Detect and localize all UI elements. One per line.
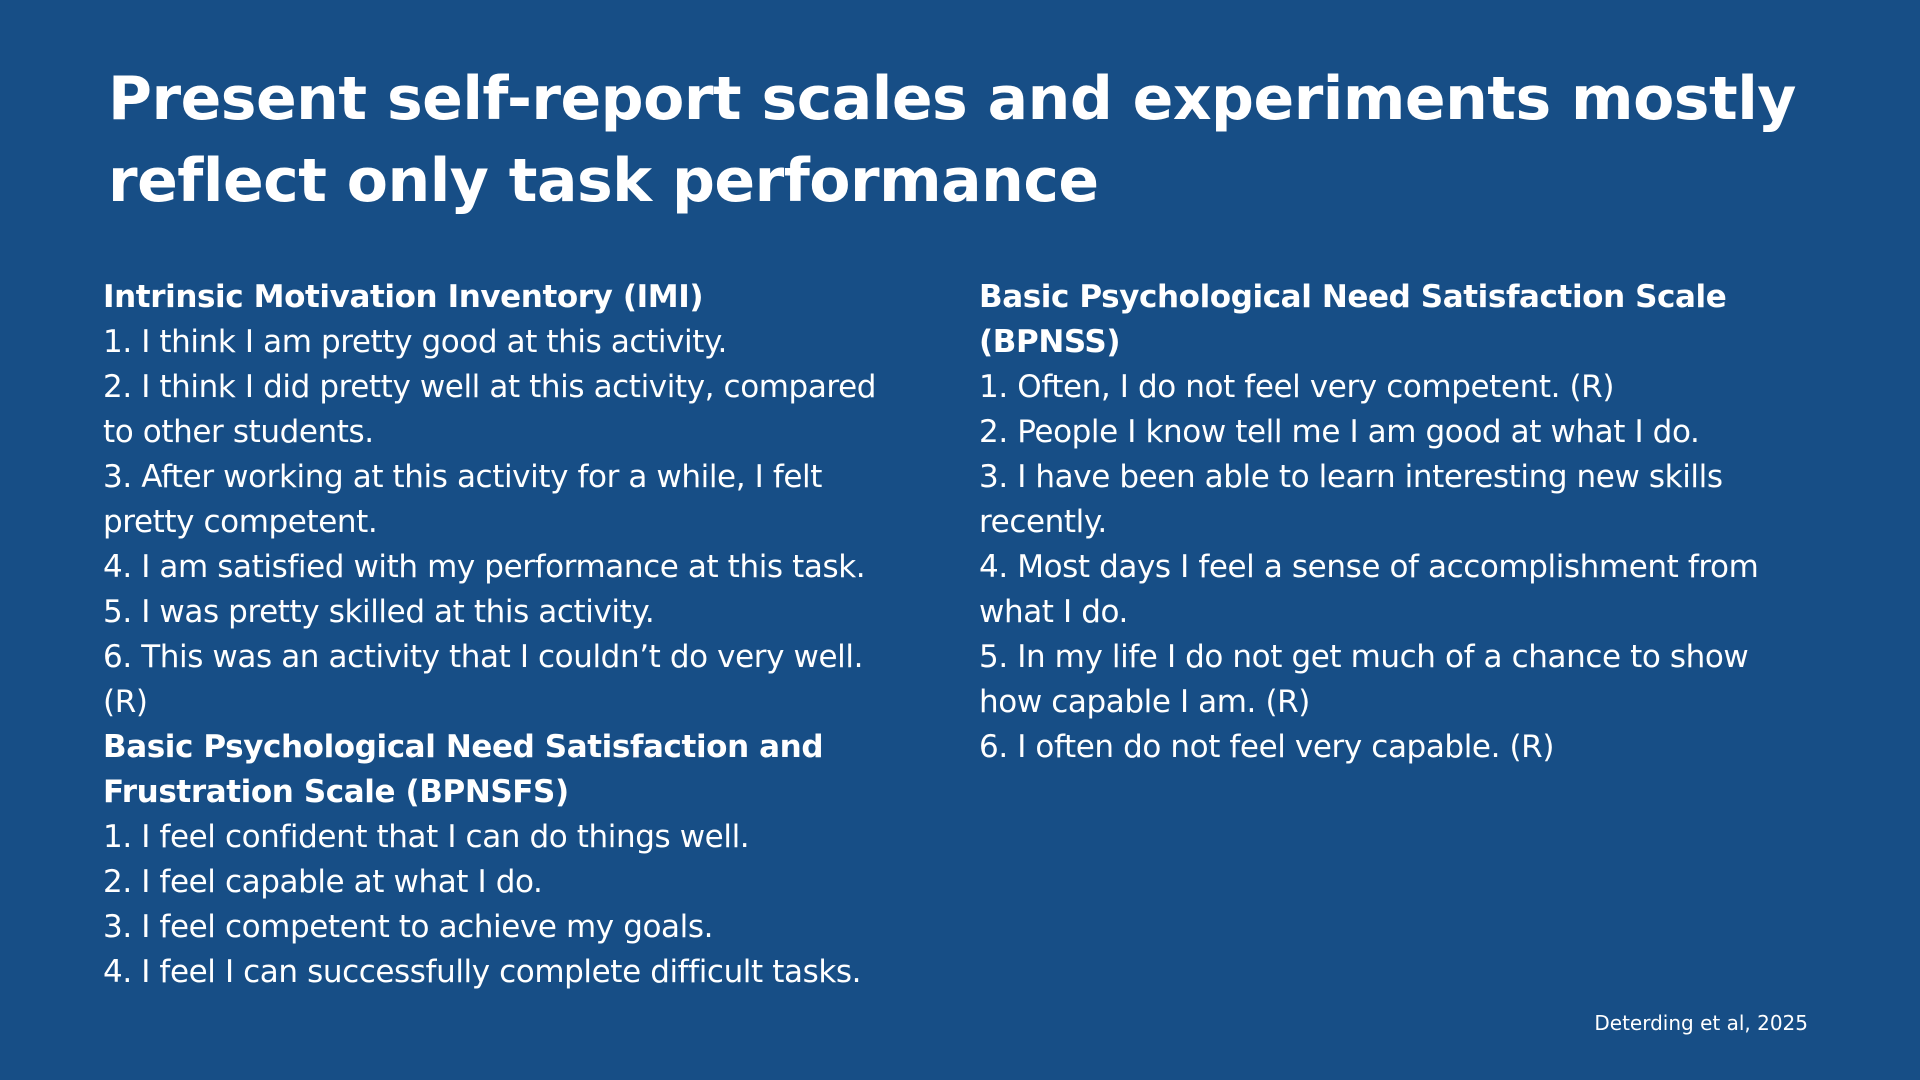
bpnss-item: 4. Most days I feel a sense of accomplis… [979,549,1759,630]
bpnsfs-item: 3. I feel competent to achieve my goals. [103,909,714,945]
bpnss-item: 6. I often do not feel very capable. (R) [979,729,1555,765]
imi-item: 3. After working at this activity for a … [103,459,822,540]
imi-heading: Intrinsic Motivation Inventory (IMI) [103,279,704,315]
imi-item: 1. I think I am pretty good at this acti… [103,324,727,360]
bpnsfs-item: 4. I feel I can successfully complete di… [103,954,862,990]
bpnsfs-item: 2. I feel capable at what I do. [103,864,543,900]
imi-item: 2. I think I did pretty well at this act… [103,369,877,450]
bpnss-item: 5. In my life I do not get much of a cha… [979,639,1749,720]
citation: Deterding et al, 2025 [1594,1011,1808,1035]
bpnss-item: 1. Often, I do not feel very competent. … [979,369,1615,405]
bpnsfs-item: 1. I feel confident that I can do things… [103,819,750,855]
bpnss-item: 3. I have been able to learn interesting… [979,459,1723,540]
imi-item: 6. This was an activity that I couldn’t … [103,639,864,720]
imi-item: 5. I was pretty skilled at this activity… [103,594,655,630]
bpnss-item: 2. People I know tell me I am good at wh… [979,414,1700,450]
slide-title: Present self-report scales and experimen… [108,64,1796,216]
bpnss-heading: Basic Psychological Need Satisfaction Sc… [979,279,1727,360]
right-column: Basic Psychological Need Satisfaction Sc… [979,275,1799,770]
imi-item: 4. I am satisfied with my performance at… [103,549,866,585]
left-column: Intrinsic Motivation Inventory (IMI) 1. … [103,275,903,995]
bpnsfs-heading: Basic Psychological Need Satisfaction an… [103,729,824,810]
